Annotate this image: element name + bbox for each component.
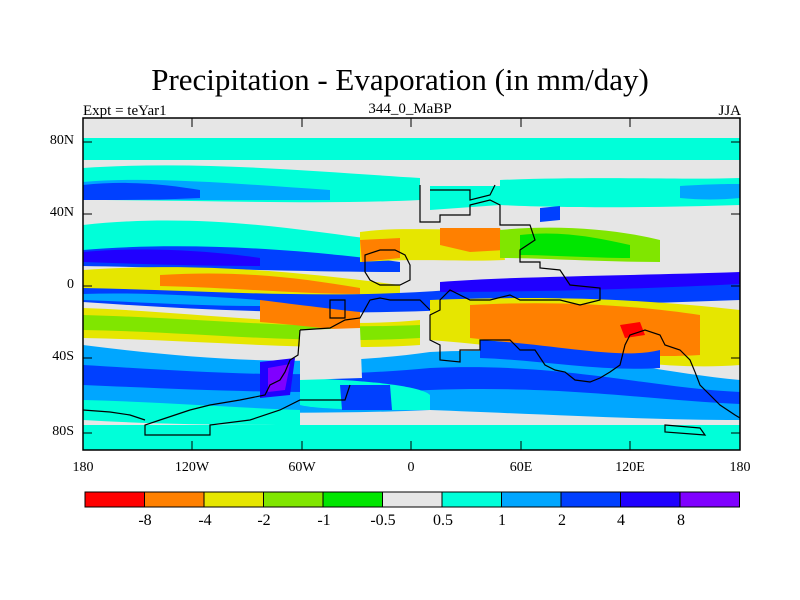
y-tick-label: 40N — [49, 205, 74, 220]
colorbar-label: 1 — [498, 512, 506, 529]
season-label: JJA — [718, 103, 741, 119]
colorbar-label: -8 — [138, 512, 152, 529]
experiment-label: Expt = teYar1 — [83, 103, 167, 119]
plot-title: Precipitation - Evaporation (in mm/day) — [151, 62, 649, 97]
colorbar-label: -0.5 — [370, 512, 396, 529]
x-tick-label: 60E — [509, 460, 533, 475]
x-tick-label: 120W — [174, 460, 210, 475]
colorbar-swatch — [620, 491, 681, 508]
y-tick-label: 0 — [67, 277, 74, 292]
coastlines — [82, 184, 741, 436]
colorbar-label: 2 — [558, 512, 566, 529]
x-tick-label: 180 — [729, 460, 751, 475]
precip-evap-field — [83, 138, 740, 450]
colorbar-label: 4 — [617, 512, 625, 529]
colorbar-swatch — [501, 491, 562, 508]
colorbar-swatch — [560, 491, 621, 508]
colorbar-swatch — [322, 491, 383, 508]
y-tick-label: 80S — [52, 424, 74, 439]
colorbar-swatch — [382, 491, 443, 508]
colorbar-label: -2 — [257, 512, 271, 529]
period-label: 344_0_MaBP — [368, 101, 452, 117]
y-tick-label: 80N — [49, 133, 74, 148]
colorbar-swatch — [441, 491, 502, 508]
axis-ticks — [83, 118, 740, 450]
colorbar-label: -1 — [317, 512, 331, 529]
colorbar-swatch — [84, 491, 145, 508]
x-tick-label: 0 — [407, 460, 415, 475]
colorbar-swatch — [203, 491, 264, 508]
colorbar-swatch — [263, 491, 324, 508]
colorbar-label: 8 — [677, 512, 685, 529]
colorbar-swatch — [144, 491, 205, 508]
x-tick-label: 60W — [288, 460, 316, 475]
colorbar-label: 0.5 — [433, 512, 453, 529]
x-tick-label: 120E — [615, 460, 645, 475]
y-tick-label: 40S — [52, 349, 74, 364]
colorbar — [84, 491, 740, 508]
x-tick-label: 180 — [72, 460, 94, 475]
colorbar-label: -4 — [198, 512, 212, 529]
colorbar-swatch — [679, 491, 740, 508]
